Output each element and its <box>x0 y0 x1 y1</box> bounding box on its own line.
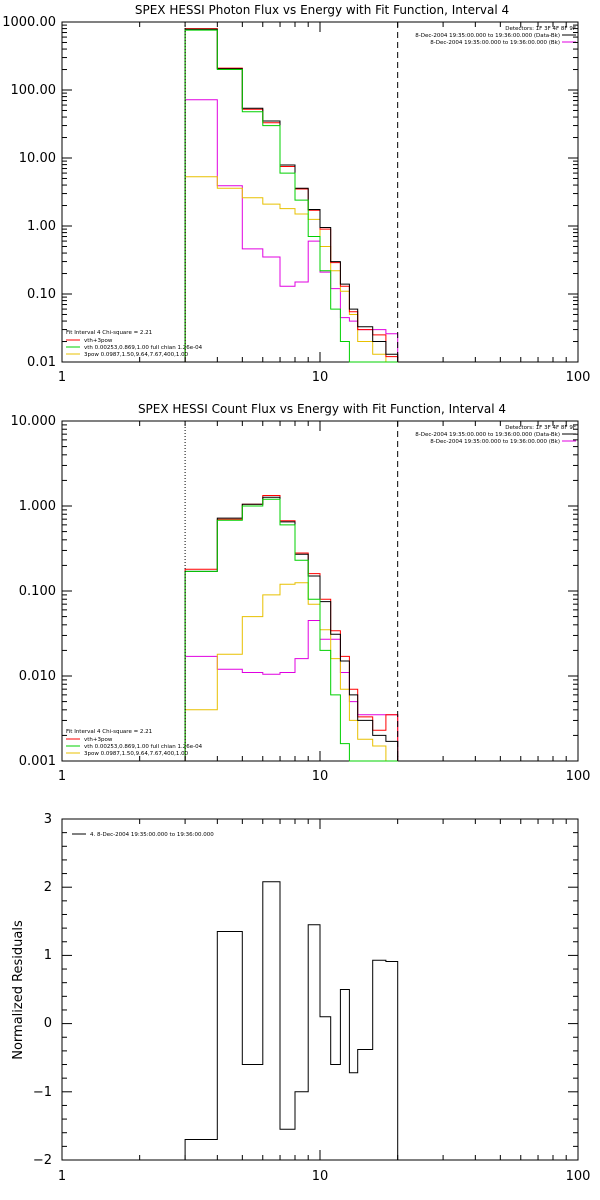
y-tick-label: 10.000 <box>11 414 57 429</box>
photon-flux-panel: SPEX HESSI Photon Flux vs Energy with Fi… <box>2 3 590 385</box>
bkg-interval-label: 8-Dec-2004 19:35:00.000 to 19:36:00.000 … <box>430 40 560 46</box>
count-flux-fit-legend: Fit Interval 4 Chi-square = 2.21 vth+3po… <box>66 729 203 757</box>
photon-flux-info: Detectors: 1F 3F 4F 8F 9F 8-Dec-2004 19:… <box>415 26 576 46</box>
x-tick-label: 100 <box>566 370 591 385</box>
photon-flux-title: SPEX HESSI Photon Flux vs Energy with Fi… <box>135 3 509 17</box>
x-tick-label: 100 <box>566 769 591 784</box>
series-vth <box>184 498 398 762</box>
fit-total-label: vth+3pow <box>84 338 113 344</box>
y-tick-label: 0.100 <box>19 584 56 599</box>
data-interval-label: 8-Dec-2004 19:35:00.000 to 19:36:00.000 … <box>415 432 560 438</box>
count-flux-title: SPEX HESSI Count Flux vs Energy with Fit… <box>138 402 506 416</box>
x-tick-label: 1 <box>58 370 66 385</box>
photon-flux-plot-frame <box>61 21 579 363</box>
y-tick-label: 1.00 <box>27 219 56 234</box>
series-3pow <box>184 176 398 363</box>
y-tick-label: 0.01 <box>27 355 56 370</box>
count-flux-info: Detectors: 1F 3F 4F 8F 9F 8-Dec-2004 19:… <box>415 425 576 445</box>
y-tick-label: 1.000 <box>19 499 56 514</box>
photon-flux-x-ticks: 1 10 100 <box>58 370 591 385</box>
series-data <box>184 28 399 362</box>
fit-vth-label: vth 0.00253,0.869,1.00 full chian 1.26e-… <box>84 744 203 750</box>
residuals-y-axis-label: Normalized Residuals <box>11 920 26 1060</box>
residuals-x-ticks: 1 10 100 <box>58 1169 591 1184</box>
detectors-label: Detectors: 1F 3F 4F 8F 9F <box>505 26 576 32</box>
y-tick-label: 10.00 <box>19 151 56 166</box>
x-tick-label: 10 <box>312 1169 329 1184</box>
photon-flux-y-ticks: 1000.00 100.00 10.00 1.00 0.10 0.01 <box>2 15 56 370</box>
photon-flux-series <box>184 28 399 363</box>
residuals-y-ticks: 3 2 1 0 −1 −2 <box>33 812 52 1168</box>
series-residuals <box>184 881 399 1160</box>
x-tick-label: 10 <box>312 370 329 385</box>
fit-spow-label: 3pow 0.0987,1.50,9.64,7.67,400,1.00 <box>84 352 189 358</box>
y-tick-label: 0.10 <box>27 287 56 302</box>
fit-vth-label: vth 0.00253,0.869,1.00 full chian 1.26e-… <box>84 345 203 351</box>
y-tick-label: 1000.00 <box>2 15 56 30</box>
detectors-label: Detectors: 1F 3F 4F 8F 9F <box>505 425 576 431</box>
residuals-panel: Normalized Residuals 3 2 1 0 −1 −2 1 10 … <box>11 812 590 1184</box>
fit-header: Fit Interval 4 Chi-square = 2.21 <box>66 330 152 336</box>
count-flux-panel: SPEX HESSI Count Flux vs Energy with Fit… <box>11 402 591 784</box>
y-tick-label: 0.010 <box>19 669 56 684</box>
count-flux-y-ticks: 10.000 1.000 0.100 0.010 0.001 <box>11 414 57 769</box>
residuals-legend: 4. 8-Dec-2004 19:35:00.000 to 19:36:00.0… <box>72 832 214 838</box>
residuals-legend-label: 4. 8-Dec-2004 19:35:00.000 to 19:36:00.0… <box>90 832 214 838</box>
series-background <box>184 99 399 362</box>
y-tick-label: −2 <box>33 1153 52 1168</box>
x-tick-label: 1 <box>58 1169 66 1184</box>
count-flux-series <box>184 495 399 762</box>
y-tick-label: 100.00 <box>11 83 57 98</box>
y-tick-label: 0.001 <box>19 754 56 769</box>
y-tick-label: 1 <box>44 948 52 963</box>
series-vth <box>184 29 398 363</box>
photon-flux-fit-legend: Fit Interval 4 Chi-square = 2.21 vth+3po… <box>66 330 203 358</box>
y-tick-label: 0 <box>44 1016 52 1031</box>
fit-spow-label: 3pow 0.0987,1.50,9.64,7.67,400,1.00 <box>84 751 189 757</box>
fit-header: Fit Interval 4 Chi-square = 2.21 <box>66 729 152 735</box>
x-tick-label: 10 <box>312 769 329 784</box>
y-tick-label: 2 <box>44 880 52 895</box>
y-tick-label: −1 <box>33 1085 52 1100</box>
x-tick-label: 1 <box>58 769 66 784</box>
series-3pow <box>184 582 398 762</box>
y-tick-label: 3 <box>44 812 52 827</box>
series-total-fit <box>184 28 399 362</box>
count-flux-x-ticks: 1 10 100 <box>58 769 591 784</box>
data-interval-label: 8-Dec-2004 19:35:00.000 to 19:36:00.000 … <box>415 33 560 39</box>
axis-tick-marks <box>61 21 579 1161</box>
x-tick-label: 100 <box>566 1169 591 1184</box>
bkg-interval-label: 8-Dec-2004 19:35:00.000 to 19:36:00.000 … <box>430 439 560 445</box>
fit-total-label: vth+3pow <box>84 737 113 743</box>
